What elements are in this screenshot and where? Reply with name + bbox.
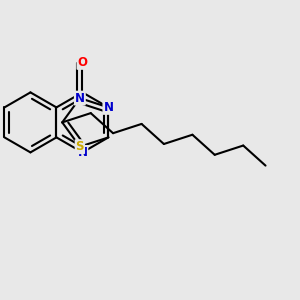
Text: N: N xyxy=(103,101,113,114)
Text: N: N xyxy=(77,146,87,159)
Text: N: N xyxy=(75,92,85,105)
Text: S: S xyxy=(76,140,84,153)
Text: O: O xyxy=(77,56,87,69)
